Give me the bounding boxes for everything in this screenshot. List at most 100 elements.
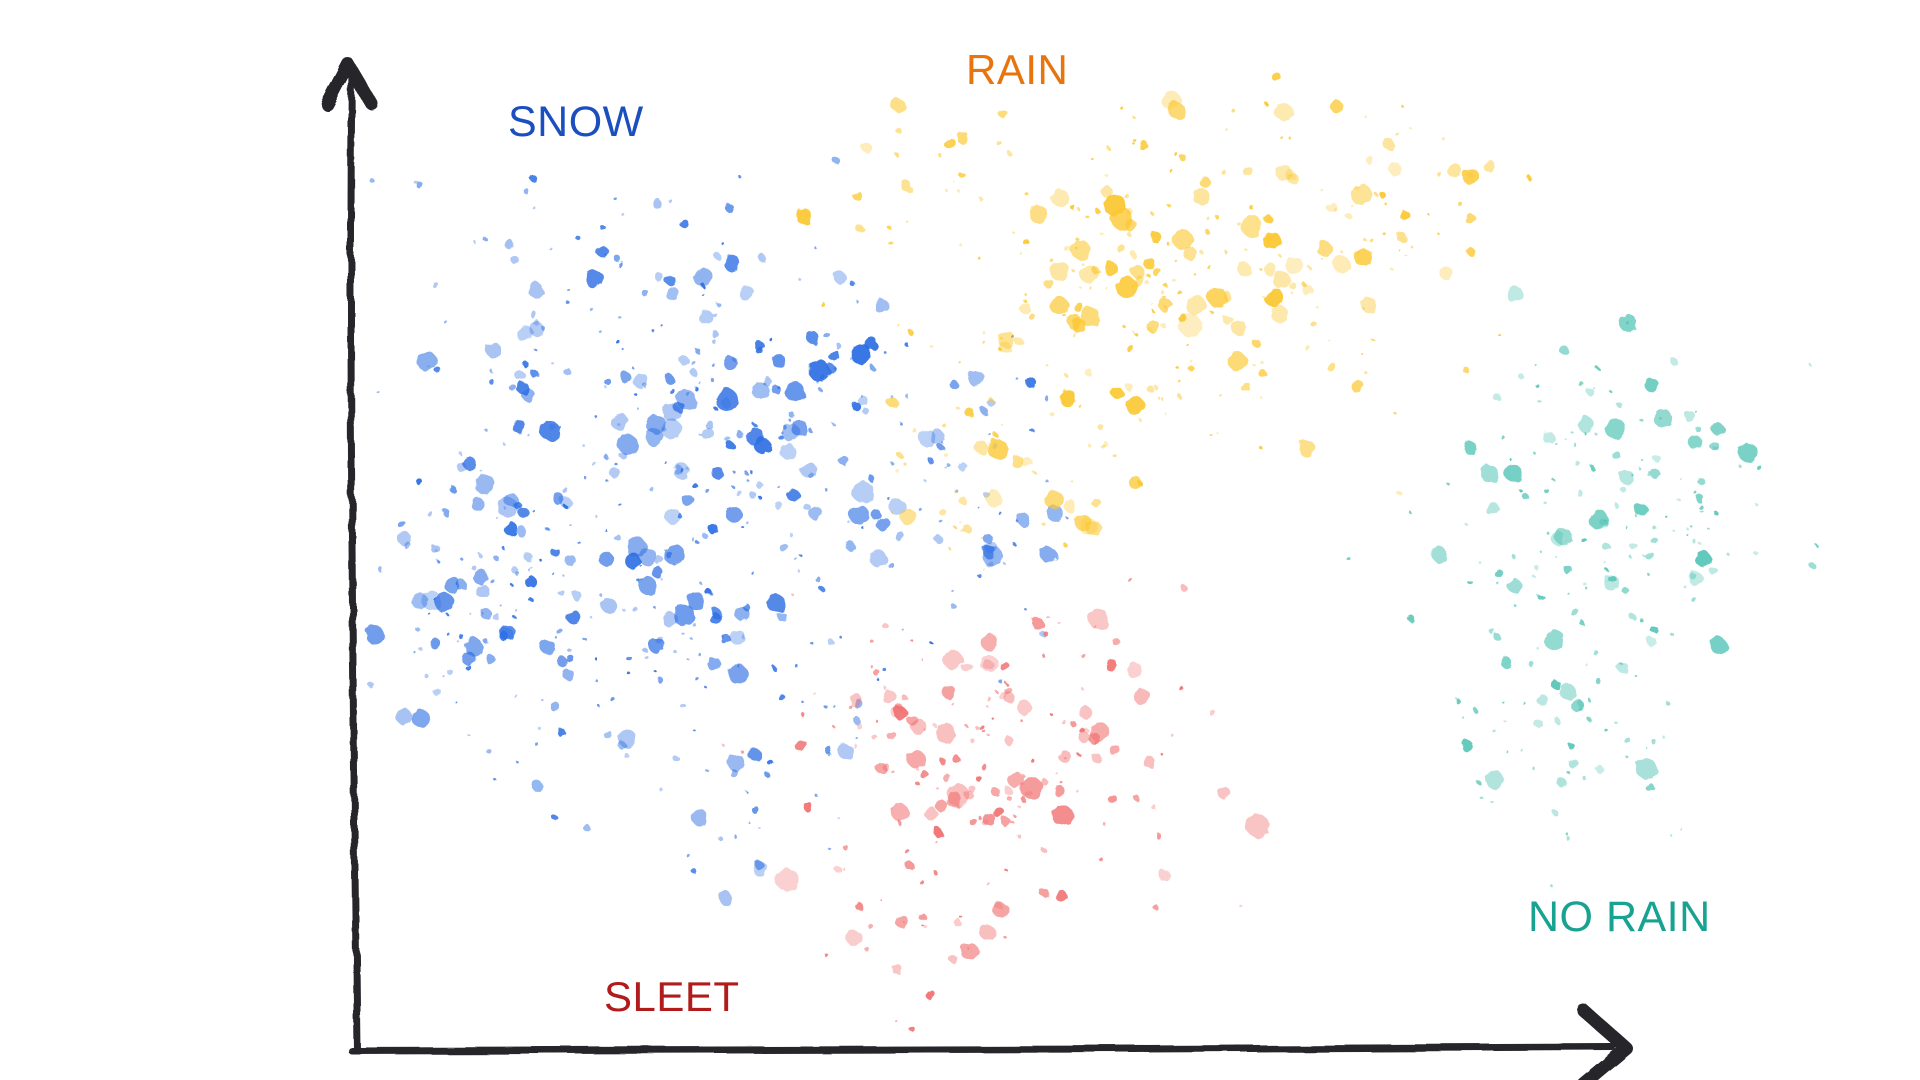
scatter-point bbox=[1163, 283, 1168, 288]
scatter-point bbox=[1634, 514, 1637, 517]
scatter-point bbox=[1152, 267, 1162, 277]
scatter-point bbox=[1481, 465, 1499, 484]
scatter-point bbox=[999, 422, 1003, 426]
scatter-point bbox=[1333, 207, 1337, 210]
scatter-point bbox=[985, 560, 994, 568]
scatter-point bbox=[635, 406, 639, 410]
scatter-point bbox=[1396, 231, 1407, 242]
scatter-point bbox=[785, 381, 805, 402]
scatter-point bbox=[1461, 740, 1474, 753]
scatter-point bbox=[967, 369, 984, 387]
scatter-point bbox=[1088, 732, 1100, 744]
scatter-point bbox=[949, 380, 959, 390]
scatter-point bbox=[1258, 267, 1262, 270]
scatter-point bbox=[789, 533, 794, 538]
scatter-point bbox=[428, 612, 432, 616]
scatter-point bbox=[950, 701, 954, 705]
scatter-point bbox=[1260, 361, 1264, 365]
scatter-point bbox=[795, 208, 812, 225]
scatter-point bbox=[944, 466, 948, 470]
scatter-point bbox=[1346, 556, 1351, 561]
scatter-point bbox=[1263, 262, 1277, 276]
scatter-point bbox=[951, 754, 960, 763]
scatter-point bbox=[1440, 136, 1445, 140]
scatter-point bbox=[1400, 104, 1404, 108]
scatter-point bbox=[980, 633, 998, 651]
scatter-point bbox=[1483, 160, 1496, 173]
scatter-point bbox=[682, 495, 695, 508]
scatter-point bbox=[1646, 783, 1656, 793]
scatter-point bbox=[978, 257, 981, 261]
scatter-point bbox=[974, 724, 979, 729]
scatter-point bbox=[528, 569, 532, 572]
scatter-point bbox=[860, 394, 863, 398]
scatter-point bbox=[1645, 747, 1649, 750]
scatter-point bbox=[1634, 674, 1637, 678]
scatter-point bbox=[1551, 680, 1561, 690]
scatter-point bbox=[780, 431, 784, 435]
scatter-point bbox=[736, 431, 744, 439]
scatter-point bbox=[1059, 389, 1077, 407]
scatter-point bbox=[1252, 339, 1261, 347]
scatter-point bbox=[986, 705, 989, 708]
scatter-point bbox=[935, 799, 948, 812]
scatter-point bbox=[1054, 786, 1066, 798]
scatter-point bbox=[888, 562, 895, 569]
scatter-point bbox=[1582, 776, 1587, 781]
scatter-point bbox=[979, 925, 996, 941]
scatter-point bbox=[1587, 717, 1592, 722]
scatter-point bbox=[1333, 255, 1351, 273]
scatter-point bbox=[1078, 732, 1090, 744]
scatter-point bbox=[1078, 705, 1092, 719]
scatter-point bbox=[648, 485, 653, 491]
scatter-point bbox=[1596, 366, 1599, 370]
scatter-point bbox=[1130, 251, 1138, 259]
scatter-point bbox=[1808, 562, 1815, 569]
scatter-point bbox=[499, 624, 515, 641]
scatter-point bbox=[1070, 205, 1076, 211]
scatter-point bbox=[848, 504, 869, 525]
scatter-point bbox=[676, 389, 697, 410]
scatter-point bbox=[1605, 729, 1609, 733]
scatter-point bbox=[869, 924, 875, 931]
scatter-point bbox=[576, 235, 581, 241]
scatter-point bbox=[1070, 479, 1073, 482]
scatter-point bbox=[679, 218, 689, 228]
scatter-point bbox=[1644, 377, 1659, 393]
scatter-point bbox=[952, 179, 955, 182]
scatter-point bbox=[864, 336, 878, 351]
scatter-point bbox=[1172, 151, 1177, 155]
scatter-point bbox=[1617, 403, 1624, 409]
scatter-point bbox=[1071, 318, 1086, 333]
scatter-point bbox=[566, 647, 571, 652]
scatter-point bbox=[620, 372, 632, 384]
scatter-point bbox=[1124, 193, 1130, 199]
scatter-point bbox=[897, 452, 903, 458]
scatter-point bbox=[1371, 338, 1375, 342]
scatter-point bbox=[1565, 832, 1569, 836]
scatter-point bbox=[900, 508, 917, 526]
scatter-point bbox=[953, 525, 957, 529]
scatter-point bbox=[1738, 464, 1742, 468]
scatter-point bbox=[1662, 735, 1666, 740]
scatter-point bbox=[745, 520, 749, 524]
scatter-point bbox=[1151, 309, 1155, 313]
scatter-point bbox=[1583, 431, 1587, 435]
scatter-point bbox=[705, 488, 710, 494]
scatter-point bbox=[513, 616, 517, 620]
scatter-point bbox=[1809, 364, 1812, 367]
scatter-point bbox=[664, 374, 674, 384]
scatter-point bbox=[1465, 522, 1468, 526]
scatter-point bbox=[1727, 553, 1731, 557]
scatter-point bbox=[1697, 477, 1705, 485]
scatter-point bbox=[900, 627, 904, 631]
scatter-point bbox=[687, 592, 706, 611]
scatter-point bbox=[1277, 253, 1281, 257]
scatter-point bbox=[987, 438, 1008, 460]
scatter-point bbox=[888, 240, 893, 246]
scatter-point bbox=[1354, 248, 1372, 267]
scatter-point bbox=[1514, 605, 1518, 609]
scatter-point bbox=[723, 254, 741, 272]
scatter-point bbox=[876, 517, 891, 532]
scatter-point bbox=[1125, 219, 1137, 232]
